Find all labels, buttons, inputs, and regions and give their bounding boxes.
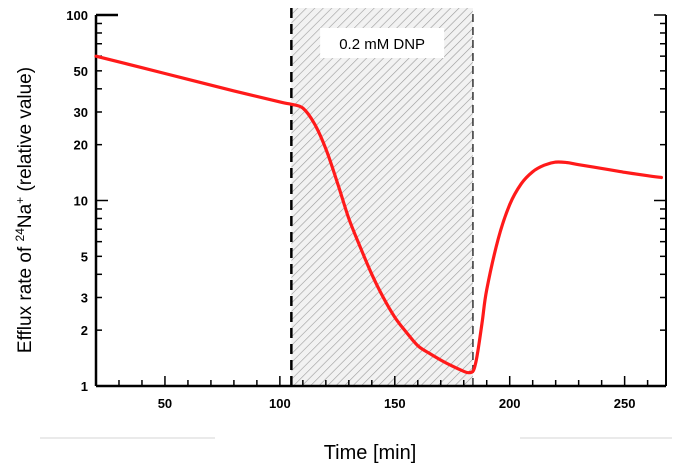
y-tick-label: 5	[81, 249, 88, 264]
efflux-series-line	[94, 54, 663, 375]
x-tick-label: 250	[614, 396, 636, 411]
y-axis-label: Efflux rate of 24Na+ (relative value)	[13, 67, 36, 353]
y-tick-label: 30	[74, 105, 88, 120]
x-tick-label: 150	[384, 396, 406, 411]
x-axis-label: Time [min]	[324, 442, 417, 464]
y-tick-label: 2	[81, 323, 88, 338]
y-tick-label: 50	[74, 64, 88, 79]
x-tick-label: 50	[158, 396, 172, 411]
y-tick-label: 100	[66, 8, 88, 23]
y-tick-label: 20	[74, 138, 88, 153]
x-tick-label: 200	[499, 396, 521, 411]
y-tick-label: 1	[81, 379, 88, 394]
y-tick-label: 10	[74, 194, 88, 209]
y-tick-label: 3	[81, 290, 88, 305]
treatment-label: 0.2 mM DNP	[339, 36, 425, 53]
x-tick-label: 100	[269, 396, 291, 411]
treatment-label-box	[320, 28, 445, 58]
treatment-region	[291, 8, 473, 386]
